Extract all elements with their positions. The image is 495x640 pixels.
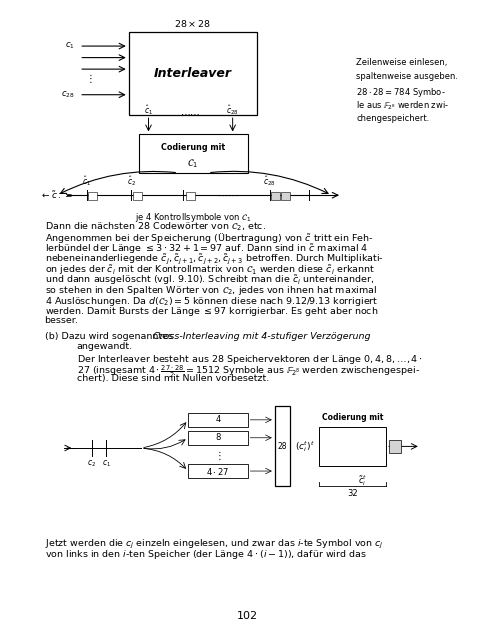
- Text: lerbündel der Länge $\leq 3 \cdot 32 + 1 = 97$ auf. Dann sind in $\tilde{c}$ max: lerbündel der Länge $\leq 3 \cdot 32 + 1…: [45, 242, 368, 256]
- Text: $\hat{c}_1$: $\hat{c}_1$: [82, 173, 91, 188]
- Text: $\leftarrow \tilde{c} :=$: $\leftarrow \tilde{c} :=$: [40, 189, 72, 201]
- Text: on jedes der $\tilde{c}_i$ mit der Kontrollmatrix von $\mathcal{C}_1$ werden die: on jedes der $\tilde{c}_i$ mit der Kontr…: [45, 263, 375, 277]
- Bar: [133, 192, 142, 200]
- Text: von links in den $i$-ten Speicher (der Länge $4 \cdot (i - 1)$), dafür wird das: von links in den $i$-ten Speicher (der L…: [45, 548, 366, 561]
- Text: Dann die nächsten 28 Codewörter von $\mathcal{C}_2$, etc.: Dann die nächsten 28 Codewörter von $\ma…: [45, 221, 266, 234]
- Text: $\hat{c}_1$: $\hat{c}_1$: [144, 103, 153, 117]
- Text: $\hat{c}_2$: $\hat{c}_2$: [127, 173, 136, 188]
- Bar: [129, 32, 257, 115]
- Bar: [88, 192, 97, 200]
- Text: Jetzt werden die $c_j$ einzeln eingelesen, und zwar das $i$-te Symbol von $c_j$: Jetzt werden die $c_j$ einzeln eingelese…: [45, 538, 383, 550]
- Text: $c_{28}$: $c_{28}$: [60, 90, 74, 100]
- Text: $28 \times 28$: $28 \times 28$: [174, 18, 212, 29]
- Text: und dann ausgelöscht (vgl. 9.10). Schreibt man die $\tilde{c}_i$ untereinander,: und dann ausgelöscht (vgl. 9.10). Schrei…: [45, 274, 374, 287]
- Text: (b) Dazu wird sogenanntes: (b) Dazu wird sogenanntes: [45, 332, 176, 340]
- Text: chert). Diese sind mit Nullen vorbesetzt.: chert). Diese sind mit Nullen vorbesetzt…: [77, 374, 269, 383]
- Bar: [188, 464, 248, 478]
- Text: $\mathcal{C}_1$: $\mathcal{C}_1$: [347, 428, 358, 438]
- Text: Der Interleaver besteht aus 28 Speichervektoren der Länge $0, 4, 8, \ldots, 4\cd: Der Interleaver besteht aus 28 Speicherv…: [77, 353, 423, 365]
- Text: Codierung mit: Codierung mit: [161, 143, 225, 152]
- Text: Angenommen bei der Speicherung (Übertragung) von $\tilde{c}$ tritt ein Feh-: Angenommen bei der Speicherung (Übertrag…: [45, 231, 373, 245]
- Text: Zeilenweise einlesen,: Zeilenweise einlesen,: [356, 58, 448, 67]
- Bar: [188, 431, 248, 445]
- Text: $\cdots\cdots$: $\cdots\cdots$: [180, 108, 201, 118]
- Text: Codierung mit: Codierung mit: [322, 413, 383, 422]
- Text: 4: 4: [215, 415, 220, 424]
- Text: 27 (insgesamt $4 \cdot \frac{27 \cdot 28}{2} = 1512$ Symbole aus $\mathbb{F}_{2^: 27 (insgesamt $4 \cdot \frac{27 \cdot 28…: [77, 363, 420, 380]
- Text: $c_1$: $c_1$: [64, 41, 74, 51]
- Text: 4 Auslöschungen. Da $d(\mathcal{C}_2) = 5$ können diese nach 9.12/9.13 korrigier: 4 Auslöschungen. Da $d(\mathcal{C}_2) = …: [45, 295, 378, 308]
- Bar: [281, 192, 290, 200]
- Text: spaltenweise ausgeben.: spaltenweise ausgeben.: [356, 72, 458, 81]
- Text: $4 \cdot 27$: $4 \cdot 27$: [206, 465, 229, 477]
- Text: $\cdots\cdots$: $\cdots\cdots$: [217, 190, 239, 200]
- Text: nebeneinanderliegende $\tilde{c}_j, \tilde{c}_{j+1}, \tilde{c}_{j+2}, \tilde{c}_: nebeneinanderliegende $\tilde{c}_j, \til…: [45, 252, 384, 266]
- Text: $\hat{c}_{28}$: $\hat{c}_{28}$: [226, 103, 239, 117]
- Text: $\vdots$: $\vdots$: [86, 72, 93, 85]
- Text: besser.: besser.: [45, 316, 78, 325]
- Bar: [139, 134, 248, 173]
- Text: Interleaver: Interleaver: [154, 67, 232, 80]
- Text: $c_1$: $c_1$: [102, 458, 111, 468]
- Bar: [389, 440, 401, 453]
- Text: $28 \cdot 28 = 784$ Symbo-: $28 \cdot 28 = 784$ Symbo-: [356, 86, 446, 99]
- Bar: [186, 192, 195, 200]
- Text: le aus $\mathbb{F}_{2^8}$ werden zwi-: le aus $\mathbb{F}_{2^8}$ werden zwi-: [356, 100, 449, 113]
- Text: je 4 Kontrollsymbole von $\mathcal{C}_1$: je 4 Kontrollsymbole von $\mathcal{C}_1$: [135, 211, 251, 224]
- Text: chengespeichert.: chengespeichert.: [356, 114, 430, 123]
- Text: werden. Damit Bursts der Länge $\leq 97$ korrigierbar. Es geht aber noch: werden. Damit Bursts der Länge $\leq 97$…: [45, 305, 378, 318]
- Text: angewandt.: angewandt.: [77, 342, 133, 351]
- Text: 32: 32: [347, 490, 358, 499]
- Bar: [188, 413, 248, 427]
- Text: $\hat{c}_{28}$: $\hat{c}_{28}$: [263, 173, 276, 188]
- Text: $\mathcal{C}_1$: $\mathcal{C}_1$: [188, 157, 198, 170]
- Text: $\vdots$: $\vdots$: [214, 449, 221, 461]
- Bar: [275, 406, 290, 486]
- Text: 28: 28: [277, 442, 287, 451]
- Text: $c_2$: $c_2$: [87, 458, 96, 468]
- Text: Cross-Interleaving mit 4-stufiger Verzögerung: Cross-Interleaving mit 4-stufiger Verzög…: [153, 332, 371, 340]
- Text: 8: 8: [215, 433, 220, 442]
- Text: so stehen in den Spalten Wörter von $\mathcal{C}_2$, jedes von ihnen hat maximal: so stehen in den Spalten Wörter von $\ma…: [45, 284, 377, 297]
- Bar: [271, 192, 280, 200]
- Text: $(c_i^t)^t$: $(c_i^t)^t$: [295, 439, 314, 454]
- Text: 102: 102: [237, 611, 258, 621]
- Bar: [319, 428, 386, 466]
- Text: $\tilde{c}_i^t$: $\tilde{c}_i^t$: [358, 474, 367, 488]
